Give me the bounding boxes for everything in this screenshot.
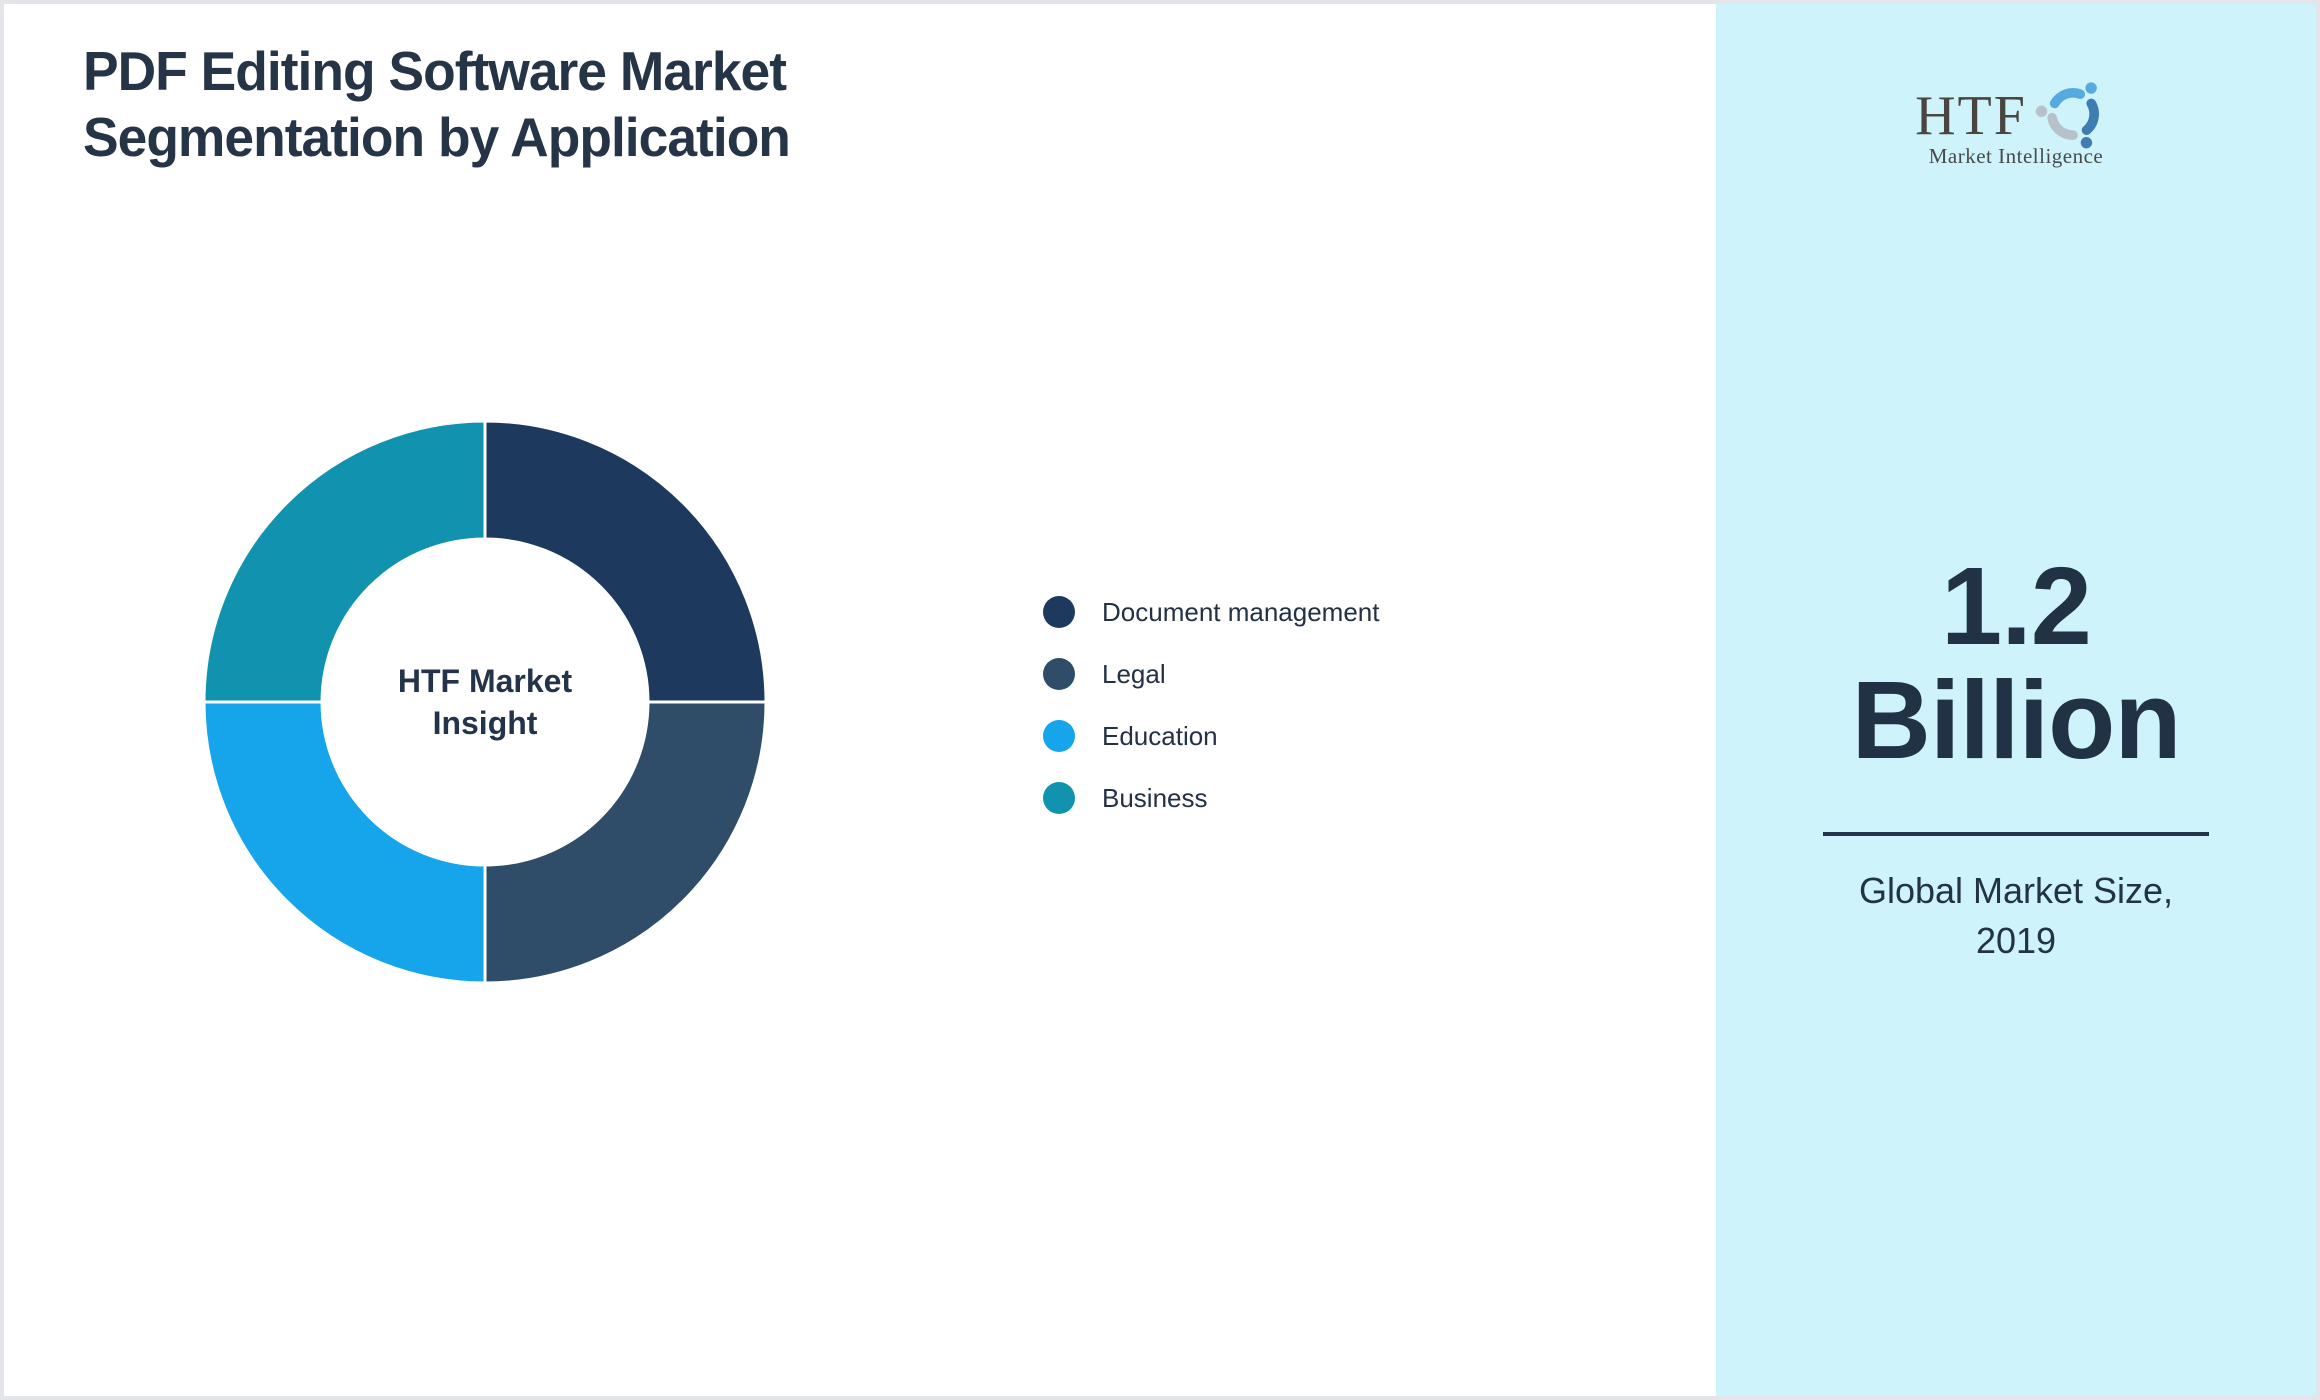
chart-legend: Document management Legal Education Busi… xyxy=(1043,596,1379,844)
market-size-value-line2: Billion xyxy=(1851,659,2181,782)
donut-chart-area: HTF Market Insight xyxy=(202,419,768,985)
legend-label: Legal xyxy=(1102,658,1166,689)
brand-logo-text: HTF xyxy=(1915,85,2027,147)
legend-swatch-education-icon xyxy=(1043,720,1075,752)
brand-logo-subtext: Market Intelligence xyxy=(1928,144,2104,168)
donut-segment-document-management xyxy=(483,419,768,704)
page-title: PDF Editing Software Market Segmentation… xyxy=(83,38,791,170)
stat-divider xyxy=(1823,832,2209,836)
donut-segment-legal xyxy=(483,700,768,985)
legend-item-education: Education xyxy=(1043,720,1379,752)
donut-chart xyxy=(202,419,768,985)
market-size-value: 1.2 Billion xyxy=(1716,550,2316,778)
legend-item-legal: Legal xyxy=(1043,658,1379,690)
market-size-caption: Global Market Size, 2019 xyxy=(1716,866,2316,966)
market-size-caption-line2: 2019 xyxy=(1975,920,2057,961)
legend-item-business: Business xyxy=(1043,782,1379,814)
legend-swatch-legal-icon xyxy=(1043,658,1075,690)
page-title-line2: Segmentation by Application xyxy=(83,106,791,168)
legend-label: Business xyxy=(1102,782,1208,813)
legend-label: Education xyxy=(1102,720,1218,751)
legend-swatch-document-management-icon xyxy=(1043,596,1075,628)
page-title-line1: PDF Editing Software Market xyxy=(83,40,787,102)
legend-label: Document management xyxy=(1102,596,1380,627)
donut-segment-business xyxy=(202,419,487,704)
market-size-caption-line1: Global Market Size, xyxy=(1858,870,2174,911)
brand-logo: HTF Market Intelligence xyxy=(1716,70,2316,169)
legend-swatch-business-icon xyxy=(1043,782,1075,814)
stat-sidebar: HTF Market Intelligence xyxy=(1716,4,2316,1396)
market-size-value-line1: 1.2 xyxy=(1941,545,2092,668)
legend-item-document-management: Document management xyxy=(1043,596,1379,628)
brand-swirl-icon xyxy=(2035,82,2099,149)
donut-segment-education xyxy=(202,700,487,985)
